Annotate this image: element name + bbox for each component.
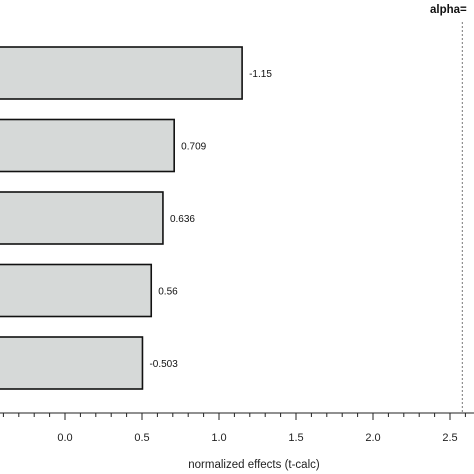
bars-layer: -1.15 0.709 0.636 0.56 -0.503 bbox=[0, 46, 272, 390]
x-ticks: 0.0 0.5 1.0 1.5 2.0 2.5 bbox=[2, 413, 466, 444]
x-tick-label: 2.5 bbox=[442, 432, 457, 444]
bar-value-label: -1.15 bbox=[249, 69, 272, 80]
bar-value-label: 0.709 bbox=[181, 142, 206, 153]
bar-value-label: -0.503 bbox=[149, 359, 178, 370]
x-tick-label: 1.5 bbox=[288, 432, 303, 444]
x-tick-label: 1.0 bbox=[211, 432, 226, 444]
bar-value-label: 0.56 bbox=[158, 287, 178, 298]
bar-2 bbox=[0, 118, 175, 173]
bar-4 bbox=[0, 263, 153, 318]
bar-3 bbox=[0, 191, 164, 245]
x-tick-label: 0.5 bbox=[134, 432, 149, 444]
bar-5 bbox=[0, 336, 144, 390]
alpha-label: alpha= bbox=[430, 4, 467, 16]
x-axis-label: normalized effects (t-calc) bbox=[188, 459, 320, 471]
x-tick-label: 2.0 bbox=[365, 432, 380, 444]
bar-value-label: 0.636 bbox=[170, 214, 195, 225]
bar-1 bbox=[0, 46, 243, 100]
x-tick-label: 0.0 bbox=[57, 432, 72, 444]
